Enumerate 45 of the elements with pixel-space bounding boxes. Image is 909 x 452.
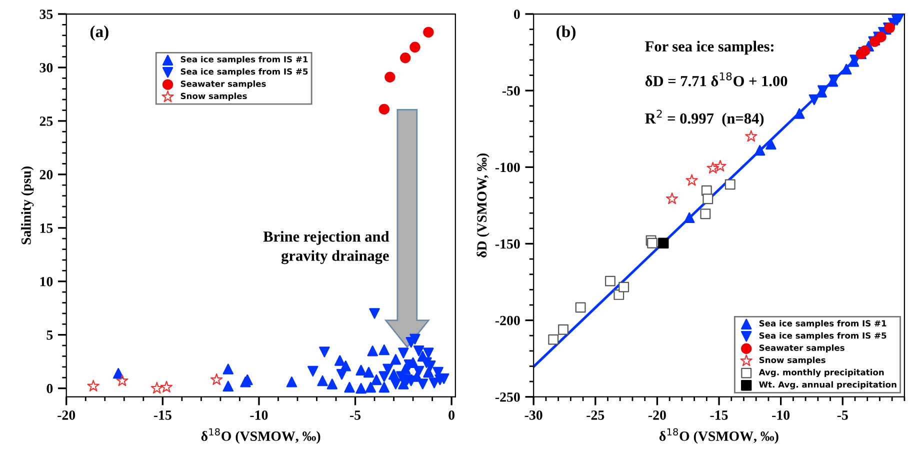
- y-axis-title: Salinity (psu): [21, 166, 34, 244]
- y-tick-label: -250: [495, 392, 520, 402]
- y-tick-label: 10: [40, 276, 53, 286]
- y-tick-label: 25: [40, 116, 53, 126]
- x-tick-label: -5: [350, 410, 361, 420]
- y-tick-label: 5: [46, 330, 53, 340]
- y-tick-label: 0: [46, 384, 53, 394]
- y-tick-label: 20: [40, 170, 53, 180]
- legend-label: Sea ice samples from IS #1: [759, 320, 886, 328]
- y-tick-label: 15: [40, 224, 53, 233]
- x-axis-title: δ$^{18}$O (VSMOW, ‰): [659, 428, 778, 444]
- legend-label: Sea ice samples from IS #5: [759, 332, 886, 340]
- y-tick-label: 30: [40, 63, 53, 72]
- x-tick-label: -20: [648, 410, 666, 420]
- x-tick-label: -25: [586, 410, 604, 420]
- y-tick-label: -150: [495, 239, 520, 249]
- legend-label: Seawater samples: [759, 344, 844, 353]
- y-tick-label: 0: [514, 10, 520, 19]
- annotation: δD = 7.71 δ$^{18}$O + 1.00: [645, 72, 788, 86]
- text: (b): [556, 25, 576, 41]
- x-tick-label: -30: [524, 410, 542, 420]
- legend-label: Snow samples: [180, 92, 247, 101]
- x-tick-label: -20: [58, 410, 76, 420]
- legend-label: Avg. monthly precipitation: [758, 368, 884, 378]
- legend-label: Seawater samples: [180, 80, 266, 88]
- x-tick-label: -15: [710, 410, 728, 420]
- text: (a): [90, 25, 108, 41]
- y-tick-label: 35: [40, 10, 53, 19]
- x-axis-title: δ$^{18}$O (VSMOW, ‰): [201, 428, 320, 444]
- x-tick-label: -5: [837, 410, 848, 420]
- x-tick-label: -15: [154, 410, 172, 420]
- legend-label: Sea ice samples from IS #1: [180, 56, 308, 64]
- y-axis-title: δD (VSMOW, ‰): [476, 154, 490, 258]
- y-tick-label: -200: [495, 316, 520, 326]
- annotation: For sea ice samples:: [645, 40, 774, 55]
- legend-label: Wt. Avg. annual precipitation: [759, 381, 896, 390]
- annotation: Brine rejection and gravity drainage: [263, 230, 390, 264]
- legend-label: Sea ice samples from IS #5: [180, 68, 308, 76]
- x-tick-label: -10: [250, 410, 268, 420]
- y-tick-label: -50: [502, 86, 520, 96]
- x-tick-label: 0: [448, 410, 454, 420]
- y-tick-label: -100: [495, 162, 520, 172]
- annotation: R$^{2}$ = 0.997 (n=84): [645, 110, 764, 127]
- x-tick-label: -10: [772, 410, 790, 420]
- legend-label: Snow samples: [759, 356, 826, 365]
